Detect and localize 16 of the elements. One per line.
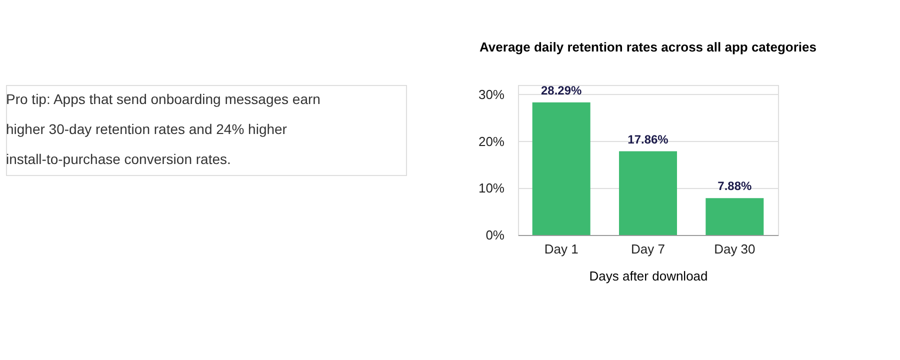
bar (532, 102, 590, 235)
x-tick-label: Day 1 (544, 242, 578, 256)
bar (619, 151, 677, 235)
x-axis-title: Days after download (589, 268, 708, 284)
y-tick-label: 10% (478, 180, 505, 196)
bar (706, 198, 764, 235)
y-tick-label: 0% (486, 228, 505, 242)
data-label: 28.29% (540, 83, 582, 98)
chart-title: Average daily retention rates across all app categories (480, 39, 816, 54)
y-tick-label: 20% (478, 134, 505, 149)
text: Pro tip: Apps that send onboarding messages earn higher 30-day retention rates and 24% higher install-to-purchase conversion rates. (6, 91, 320, 167)
x-tick-label: Day 30 (714, 242, 756, 256)
data-label: 17.86% (628, 132, 669, 146)
data-label: 7.88% (718, 179, 752, 194)
y-tick-label: 30% (478, 86, 505, 102)
x-tick-label: Day 7 (631, 242, 665, 256)
